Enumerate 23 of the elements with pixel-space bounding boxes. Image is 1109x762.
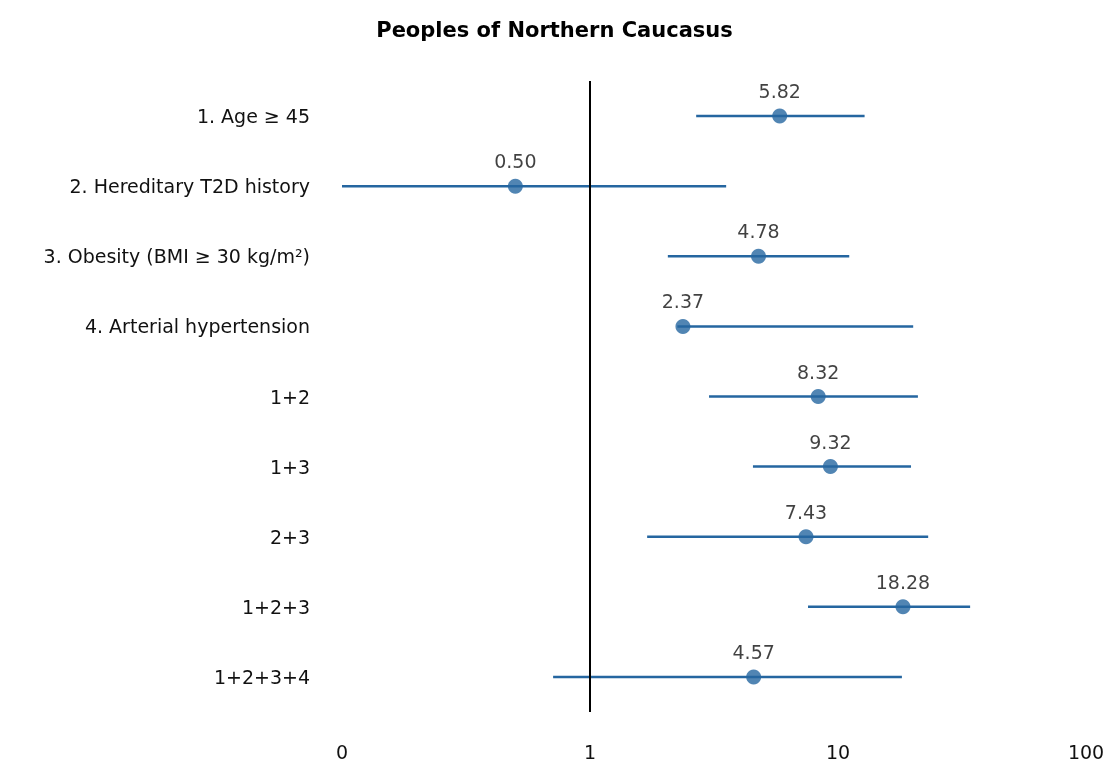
- y-tick-label: 1. Age ≥ 45: [196, 105, 310, 128]
- data-label: 4.78: [737, 220, 780, 243]
- x-tick-label: 1: [583, 740, 597, 762]
- y-tick-label: 2. Hereditary T2D history: [69, 175, 310, 198]
- data-label: 0.50: [494, 150, 537, 173]
- y-tick-label: 3. Obesity (BMI ≥ 30 kg/m²): [43, 245, 310, 268]
- data-label: 2.37: [661, 290, 705, 313]
- data-label: 4.57: [732, 640, 775, 663]
- data-label: 18.28: [875, 570, 931, 593]
- chart-title: Peoples of Northern Caucasus: [376, 17, 733, 42]
- x-tick-label: 0: [335, 740, 349, 762]
- y-tick-label: 1+3: [269, 455, 310, 478]
- y-tick-label: 2+3: [269, 525, 310, 548]
- y-tick-label: 1+2+3: [241, 595, 310, 618]
- data-label: 9.32: [809, 430, 852, 453]
- data-label: 8.32: [797, 360, 840, 383]
- y-tick-label: 1+2: [269, 385, 310, 408]
- data-label: 7.43: [784, 500, 828, 523]
- y-tick-label: 1+2+3+4: [213, 665, 310, 688]
- y-tick-label: 4. Arterial hypertension: [84, 315, 310, 338]
- data-label: 5.82: [758, 80, 801, 103]
- x-tick-label: 10: [825, 740, 851, 762]
- x-tick-label: 100: [1067, 740, 1105, 762]
